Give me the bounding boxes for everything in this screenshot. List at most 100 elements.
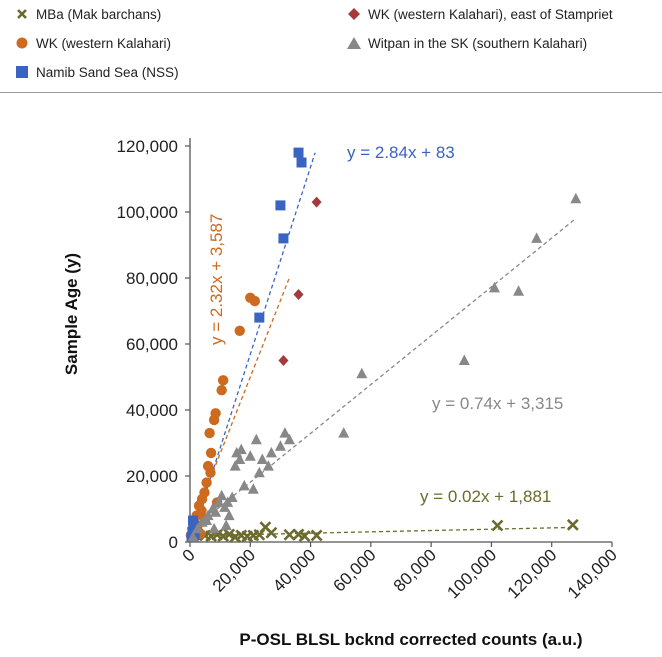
- data-point: [356, 367, 368, 379]
- data-point: [488, 281, 500, 293]
- data-point: [216, 385, 227, 396]
- data-point: [205, 467, 216, 478]
- data-point: [196, 505, 207, 516]
- data-point: [298, 530, 311, 542]
- data-point: [311, 196, 322, 208]
- data-point: [275, 200, 286, 211]
- y-tick-label: 0: [169, 533, 178, 552]
- data-point: [210, 506, 222, 517]
- y-tick-label: 40,000: [126, 401, 178, 420]
- data-point: [491, 519, 504, 532]
- x-tick-label: 140,000: [564, 545, 621, 602]
- legend-triangle-marker-icon: [346, 36, 362, 50]
- data-point: [310, 529, 323, 542]
- data-point: [205, 447, 217, 459]
- data-point: [279, 427, 291, 438]
- data-point: [223, 528, 236, 541]
- trendline-equation: y = 2.84x + 83: [347, 143, 455, 162]
- trendline-equation: y = 0.02x + 1,881: [420, 487, 551, 506]
- x-axis-title: P-OSL BLSL bcknd corrected counts (a.u.): [239, 630, 582, 649]
- data-point: [570, 192, 582, 204]
- data-point: [213, 496, 225, 507]
- x-tick-label: 20,000: [209, 545, 259, 595]
- data-point: [201, 514, 213, 526]
- data-point: [234, 453, 246, 464]
- data-point: [283, 433, 295, 445]
- data-point: [199, 487, 210, 498]
- data-point: [247, 483, 259, 494]
- data-point: [262, 460, 274, 471]
- data-point: [201, 477, 212, 488]
- data-point: [220, 519, 232, 530]
- legend-label-wk-stampriet: WK (western Kalahari), east of Stampriet: [368, 7, 613, 22]
- data-point: [293, 289, 304, 300]
- data-point: [187, 531, 199, 542]
- trendline-equation: y = 0.74x + 3,315: [432, 394, 563, 413]
- data-points: [185, 147, 582, 543]
- legend-x-marker-icon: [14, 7, 30, 21]
- legend-label-witpan: Witpan in the SK (southern Kalahari): [368, 36, 588, 51]
- data-point: [226, 491, 238, 502]
- legend-item-witpan: Witpan in the SK (southern Kalahari): [346, 36, 587, 52]
- y-tick-label: 20,000: [126, 467, 178, 486]
- legend-item-wk-stampriet: WK (western Kalahari), east of Stampriet: [346, 7, 613, 23]
- data-point: [293, 147, 304, 158]
- data-point: [296, 157, 307, 168]
- legend-divider: [0, 92, 662, 93]
- data-point: [235, 443, 247, 455]
- legend-square-marker-icon: [14, 65, 30, 79]
- data-point: [274, 440, 286, 451]
- data-point: [256, 453, 268, 464]
- x-tick-label: 0: [179, 545, 199, 565]
- x-tick-label: 120,000: [504, 545, 561, 602]
- legend-diamond-marker-icon: [346, 7, 362, 21]
- trendline: [189, 152, 316, 542]
- y-tick-label: 60,000: [126, 335, 178, 354]
- legend-item-mba: MBa (Mak barchans): [14, 7, 161, 23]
- y-axis-title: Sample Age (y): [62, 253, 81, 375]
- trendline-equation: y = 2.32x + 3,587: [207, 214, 226, 345]
- x-tick-label: 60,000: [329, 545, 379, 595]
- chart-legend: MBa (Mak barchans) WK (western Kalahari)…: [0, 0, 662, 92]
- trendline: [189, 217, 577, 532]
- trendlines: y = 0.02x + 1,881 y = 2.32x + 3,587 y = 2.…: [189, 143, 577, 542]
- data-point: [244, 450, 256, 461]
- data-point: [283, 528, 296, 541]
- legend-item-nss: Namib Sand Sea (NSS): [14, 65, 179, 81]
- x-tick-label: 40,000: [269, 545, 319, 595]
- data-point: [217, 375, 229, 386]
- y-tick-label: 100,000: [117, 203, 178, 222]
- data-point: [566, 518, 579, 531]
- data-point: [253, 466, 265, 478]
- data-point: [249, 295, 261, 307]
- data-point: [234, 325, 245, 336]
- legend-label-wk: WK (western Kalahari): [36, 36, 172, 51]
- data-point: [229, 460, 241, 471]
- data-point: [265, 526, 278, 539]
- data-point: [204, 427, 215, 439]
- data-point: [192, 522, 204, 534]
- legend-label-mba: MBa (Mak barchans): [36, 7, 162, 22]
- y-tick-label: 80,000: [126, 269, 178, 288]
- data-point: [278, 233, 289, 244]
- data-point: [223, 509, 235, 521]
- data-point: [188, 515, 199, 526]
- data-point: [250, 433, 262, 445]
- data-point: [208, 522, 220, 534]
- data-point: [338, 427, 350, 438]
- x-tick-label: 100,000: [443, 545, 500, 602]
- data-point: [458, 354, 470, 365]
- data-point: [210, 408, 221, 419]
- y-tick-label: 120,000: [117, 137, 178, 156]
- data-point: [216, 489, 228, 501]
- legend-circle-marker-icon: [14, 36, 30, 50]
- data-point: [278, 355, 289, 366]
- legend-label-nss: Namib Sand Sea (NSS): [36, 65, 179, 80]
- data-point: [531, 232, 543, 243]
- data-point: [265, 446, 277, 458]
- x-tick-label: 80,000: [390, 545, 440, 595]
- data-point: [513, 285, 525, 296]
- data-point: [254, 312, 265, 323]
- legend-item-wk: WK (western Kalahari): [14, 36, 171, 52]
